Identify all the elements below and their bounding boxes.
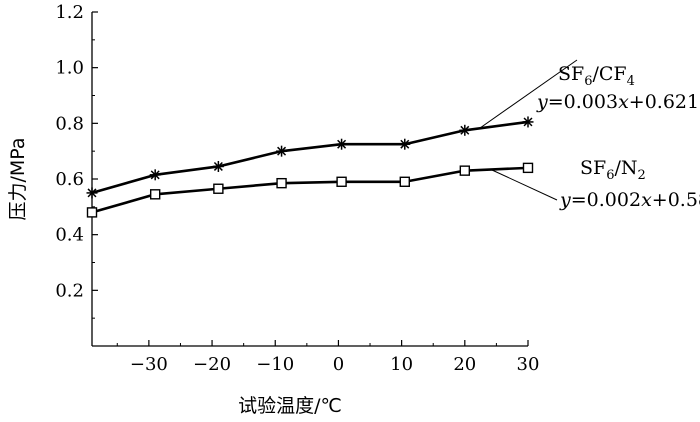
data-point: [212, 160, 224, 172]
data-point: [213, 183, 224, 194]
equation-sf6-n2: y=0.002x+0.588: [559, 189, 700, 211]
series-label-sf6-cf4: SF6/CF4: [558, 63, 635, 89]
y-tick-label: 1.2: [55, 2, 84, 23]
y-tick-label: 0.6: [55, 169, 84, 190]
series-sf6-n2: [86, 162, 534, 218]
y-axis-label: 压力/MPa: [7, 137, 29, 220]
y-tick-label: 0.8: [55, 113, 84, 134]
data-point: [399, 138, 411, 150]
series-label-sf6-n2: SF6/N2: [580, 157, 646, 183]
x-axis-label: 试验温度/℃: [238, 395, 342, 417]
axes: 0.2 0.4 0.6 0.8 1.0 1.2 −30 −20 −10 0 10 20 30 试验温度/℃…: [7, 2, 539, 417]
y-tick-label: 0.2: [55, 280, 84, 301]
x-tick-label: −30: [130, 354, 168, 375]
series-sf6-cf4: [86, 116, 534, 199]
annotations: SF6/CF4 y=0.003x+0.621 SF6/N2 y=0.002x+0…: [479, 59, 700, 211]
leader-line-sf6-cf4: [479, 59, 578, 129]
x-tick-label: −10: [256, 354, 294, 375]
data-point: [149, 189, 161, 200]
data-point: [86, 187, 98, 199]
x-tick-label: 10: [390, 354, 413, 375]
data-point: [149, 169, 161, 181]
x-tick-label: 0: [333, 354, 344, 375]
data-point: [336, 138, 348, 150]
equation-sf6-cf4: y=0.003x+0.621: [536, 91, 699, 113]
series-line: [91, 120, 529, 195]
data-point: [459, 165, 471, 176]
data-point: [459, 124, 471, 136]
data-point: [86, 207, 98, 218]
data-point: [336, 176, 347, 187]
series-layer: [86, 116, 534, 218]
x-tick-label: 30: [517, 354, 540, 375]
data-point: [276, 177, 287, 189]
series-line: [91, 166, 529, 214]
x-tick-label: −20: [193, 354, 231, 375]
leader-line-sf6-n2: [491, 169, 558, 201]
y-tick-label: 1.0: [55, 58, 84, 79]
y-tick-label: 0.4: [55, 225, 84, 246]
x-tick-label: 20: [453, 354, 476, 375]
data-point: [522, 116, 534, 128]
data-point: [276, 145, 288, 157]
data-point: [522, 162, 534, 174]
data-point: [399, 176, 410, 187]
